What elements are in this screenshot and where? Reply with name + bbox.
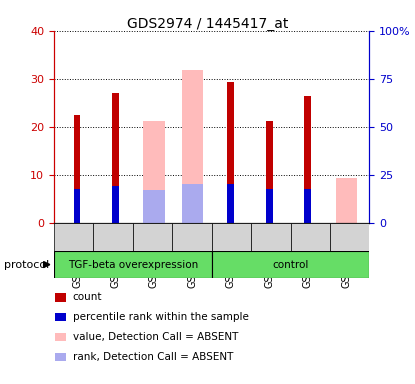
Bar bbox=[336, 178, 357, 223]
Text: protocol: protocol bbox=[4, 260, 49, 270]
Bar bbox=[330, 223, 369, 252]
Text: value, Detection Call = ABSENT: value, Detection Call = ABSENT bbox=[73, 332, 238, 342]
Text: GDS2974 / 1445417_at: GDS2974 / 1445417_at bbox=[127, 17, 288, 31]
Bar bbox=[112, 93, 119, 223]
Bar bbox=[55, 313, 66, 321]
Bar bbox=[143, 121, 164, 223]
Bar bbox=[182, 70, 203, 223]
Text: count: count bbox=[73, 292, 102, 302]
Bar bbox=[227, 184, 234, 223]
Bar bbox=[73, 115, 81, 223]
Bar bbox=[73, 189, 81, 223]
Text: control: control bbox=[272, 260, 309, 270]
Text: rank, Detection Call = ABSENT: rank, Detection Call = ABSENT bbox=[73, 352, 233, 362]
Bar bbox=[112, 186, 119, 223]
Bar bbox=[93, 223, 133, 252]
Bar bbox=[212, 251, 369, 278]
Bar bbox=[304, 96, 311, 223]
Bar bbox=[212, 223, 251, 252]
Bar bbox=[266, 121, 273, 223]
Bar bbox=[55, 333, 66, 341]
Bar bbox=[304, 189, 311, 223]
Bar bbox=[290, 223, 330, 252]
Bar bbox=[54, 223, 93, 252]
Bar bbox=[133, 223, 172, 252]
Bar bbox=[182, 184, 203, 223]
Bar bbox=[172, 223, 212, 252]
Bar bbox=[54, 251, 212, 278]
Bar bbox=[251, 223, 290, 252]
Text: percentile rank within the sample: percentile rank within the sample bbox=[73, 312, 249, 322]
Bar bbox=[266, 189, 273, 223]
Text: TGF-beta overexpression: TGF-beta overexpression bbox=[68, 260, 198, 270]
Bar bbox=[55, 293, 66, 301]
Bar bbox=[55, 353, 66, 361]
Bar bbox=[227, 82, 234, 223]
Bar bbox=[143, 190, 164, 223]
